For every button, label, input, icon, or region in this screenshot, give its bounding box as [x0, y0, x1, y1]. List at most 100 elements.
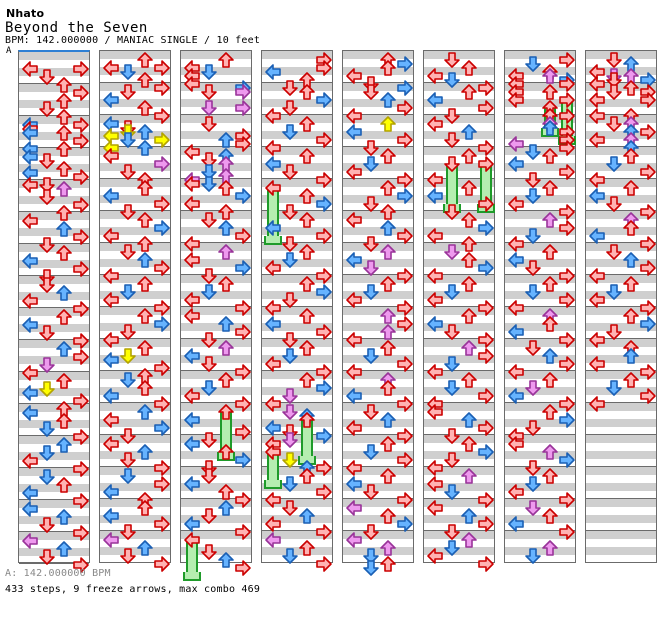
note-arrow-down-eighth-icon: [605, 379, 623, 397]
note-arrow-up-quarter-icon: [298, 83, 316, 101]
beat-band: [505, 435, 575, 443]
note-arrow-up-quarter-icon: [379, 339, 397, 357]
note-arrow-left-eighth-icon: [102, 351, 120, 369]
note-arrow-left-eighth-icon: [264, 219, 282, 237]
beat-band: [181, 451, 251, 459]
measure: [100, 467, 170, 499]
note-arrow-up-eighth-icon: [622, 251, 640, 269]
note-arrow-right-quarter-icon: [315, 171, 333, 189]
note-arrow-down-quarter-icon: [119, 163, 137, 181]
note-arrow-down-quarter-icon: [119, 323, 137, 341]
beat-band: [100, 371, 170, 379]
measure: [424, 307, 494, 339]
note-arrow-left-quarter-icon: [102, 227, 120, 245]
note-arrow-left-quarter-icon: [345, 291, 363, 309]
note-arrow-right-quarter-icon: [153, 79, 171, 97]
note-arrow-up-quarter-icon: [460, 371, 478, 389]
note-arrow-right-quarter-icon: [396, 315, 414, 333]
note-arrow-down-eighth-icon: [119, 131, 137, 149]
note-arrow-up-quarter-icon: [541, 83, 559, 101]
freeze-body: [446, 164, 458, 204]
note-arrow-right-quarter-icon: [153, 515, 171, 533]
beat-band: [181, 419, 251, 427]
note-arrow-down-quarter-icon: [362, 235, 380, 253]
beat-band: [262, 355, 332, 363]
note-arrow-down-quarter-icon: [38, 176, 56, 194]
note-arrow-down-quarter-icon: [362, 523, 380, 541]
beat-band: [424, 51, 494, 59]
note-arrow-left-eighth-icon: [264, 419, 282, 437]
note-arrow-down-quarter-icon: [605, 323, 623, 341]
beat-band: [343, 83, 413, 91]
note-arrow-left-quarter-icon: [102, 267, 120, 285]
note-arrow-up-twelfth-icon: [217, 243, 235, 261]
measure: [586, 243, 656, 275]
note-arrow-right-quarter-icon: [477, 515, 495, 533]
beat-band: [343, 339, 413, 347]
note-arrow-up-eighth-icon: [622, 55, 640, 73]
note-arrow-down-eighth-icon: [119, 63, 137, 81]
measure: [262, 467, 332, 499]
note-arrow-up-quarter-icon: [217, 275, 235, 293]
note-arrow-down-quarter-icon: [38, 516, 56, 534]
freeze-body: [480, 164, 492, 204]
note-arrow-left-quarter-icon: [588, 355, 606, 373]
beat-band: [424, 323, 494, 331]
measure: [424, 435, 494, 467]
note-arrow-up-freeze-icon: [217, 403, 235, 421]
note-arrow-left-eighth-icon: [102, 507, 120, 525]
beat-band: [505, 483, 575, 491]
note-arrow-down-twelfth-icon: [38, 356, 56, 374]
beat-band: [586, 355, 656, 363]
note-arrow-left-quarter-icon: [102, 147, 120, 165]
beat-band: [262, 339, 332, 347]
note-arrow-up-eighth-icon: [298, 507, 316, 525]
measure: [19, 52, 89, 84]
note-arrow-right-quarter-icon: [558, 491, 576, 509]
beat-band: [505, 467, 575, 475]
beat-band: [586, 523, 656, 531]
note-arrow-right-quarter-icon: [558, 163, 576, 181]
note-arrow-up-twelfth-icon: [379, 307, 397, 325]
measure: [262, 275, 332, 307]
beat-band: [424, 451, 494, 459]
measure: [505, 243, 575, 275]
note-arrow-left-eighth-icon: [345, 387, 363, 405]
note-arrow-right-quarter-icon: [153, 107, 171, 125]
beat-band: [100, 51, 170, 59]
note-arrow-left-quarter-icon: [21, 364, 39, 382]
note-arrow-up-quarter-icon: [298, 371, 316, 389]
note-arrow-right-eighth-icon: [315, 283, 333, 301]
note-arrow-left-quarter-icon: [507, 235, 525, 253]
beat-band: [586, 195, 656, 203]
note-arrow-down-twelfth-icon: [524, 499, 542, 517]
note-arrow-up-eighth-icon: [217, 131, 235, 149]
note-arrow-up-quarter-icon: [298, 339, 316, 357]
note-arrow-left-twelfth-icon: [21, 532, 39, 550]
note-arrow-down-quarter-icon: [38, 276, 56, 294]
note-arrow-up-twelfth-icon: [217, 167, 235, 185]
beat-band: [424, 67, 494, 75]
note-arrow-down-eighth-icon: [38, 468, 56, 486]
note-arrow-up-quarter-icon: [379, 275, 397, 293]
measure: [181, 115, 251, 147]
measure: [505, 51, 575, 83]
note-arrow-down-quarter-icon: [362, 483, 380, 501]
note-arrow-right-quarter-icon: [639, 363, 657, 381]
beat-band: [100, 83, 170, 91]
note-arrow-down-quarter-icon: [38, 100, 56, 118]
beat-band: [505, 275, 575, 283]
beat-band: [343, 355, 413, 363]
note-arrow-left-eighth-icon: [426, 187, 444, 205]
note-arrow-down-quarter-icon: [38, 548, 56, 566]
note-arrow-right-eighth-icon: [477, 259, 495, 277]
beat-band: [181, 547, 251, 555]
note-arrow-up-quarter-icon: [460, 307, 478, 325]
note-arrow-up-quarter-icon: [217, 371, 235, 389]
note-arrow-right-quarter-icon: [234, 395, 252, 413]
note-arrow-right-eighth-icon: [639, 71, 657, 89]
beat-band: [100, 339, 170, 347]
note-arrow-right-quarter-icon: [396, 451, 414, 469]
measure: [505, 211, 575, 243]
note-arrow-down-quarter-icon: [443, 523, 461, 541]
